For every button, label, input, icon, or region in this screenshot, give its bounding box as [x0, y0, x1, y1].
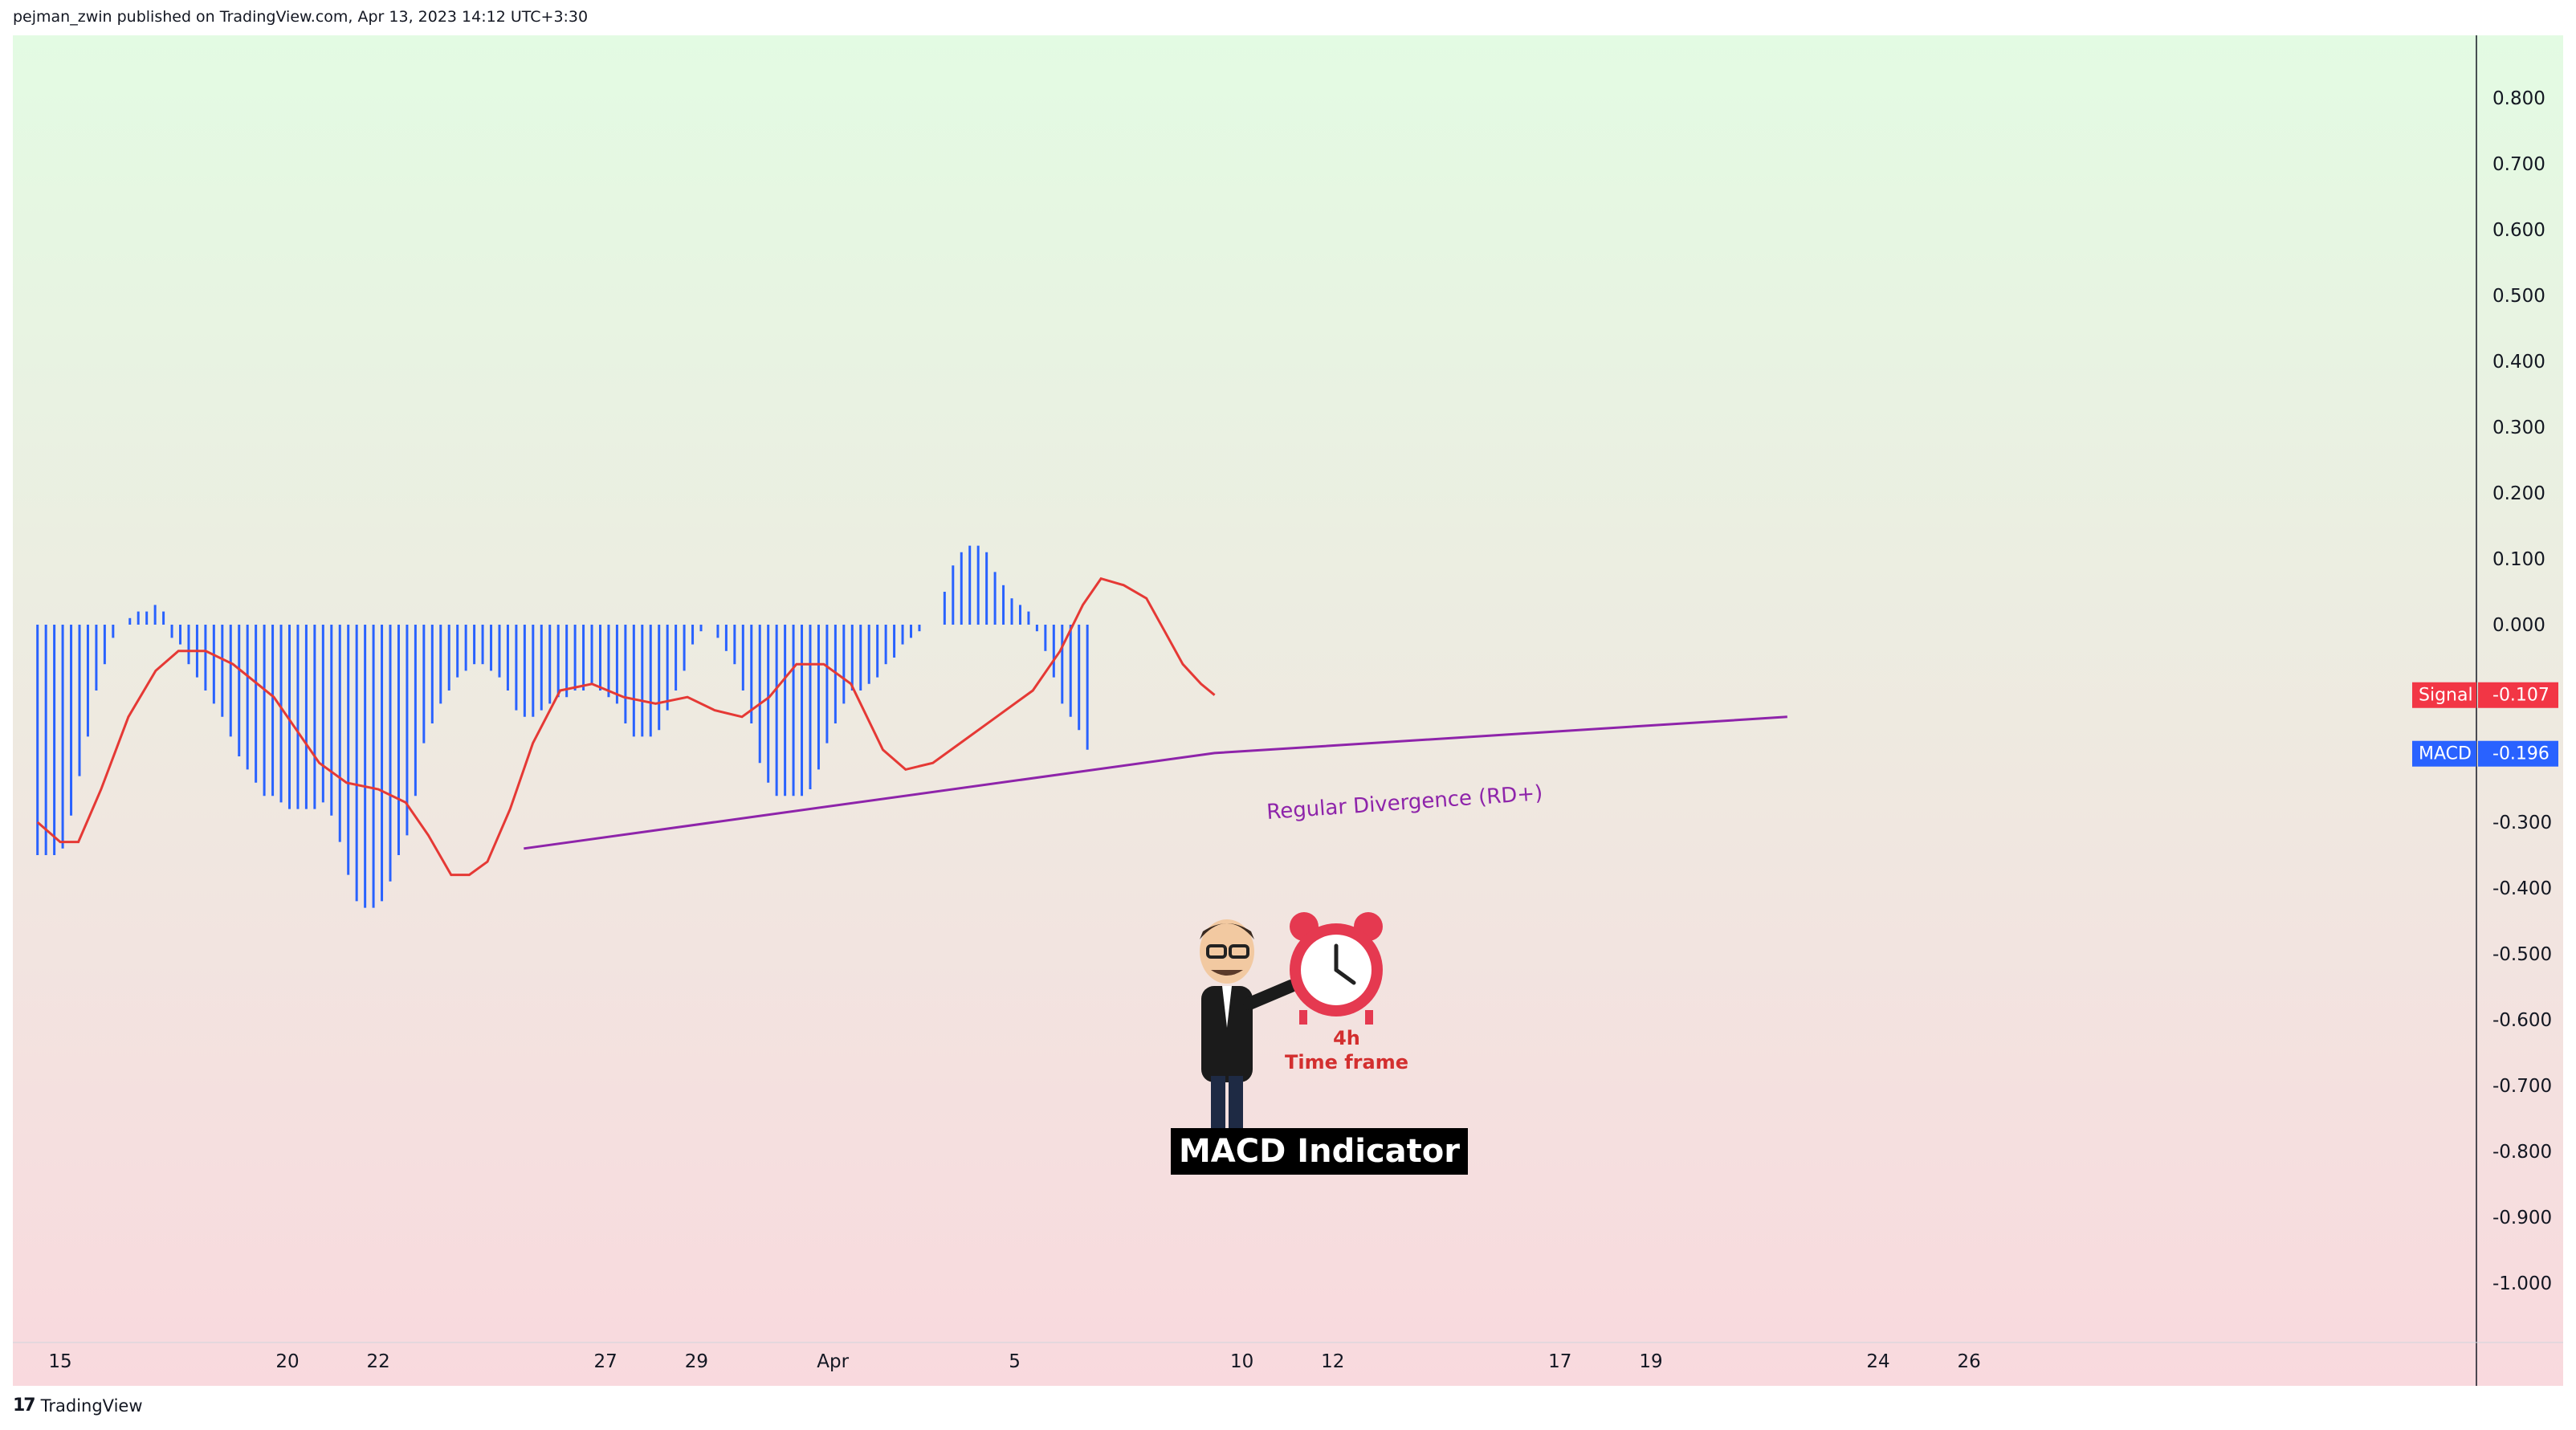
y-tick-label: 0.100 [2492, 549, 2545, 570]
alarm-clock-icon [1290, 912, 1383, 1025]
x-tick-label: 27 [594, 1351, 618, 1372]
badge-name: MACD [2419, 744, 2472, 764]
value-badges: Signal -0.107 MACD -0.196 [2412, 682, 2558, 767]
x-tick-label: 17 [1548, 1351, 1571, 1372]
y-tick-label: 0.800 [2492, 88, 2545, 109]
y-tick-label: 0.400 [2492, 352, 2545, 373]
y-tick-label: 0.500 [2492, 286, 2545, 307]
x-tick-label: 20 [275, 1351, 299, 1372]
timeframe-caption: 4h Time frame [1285, 1026, 1408, 1074]
y-tick-label: -0.800 [2492, 1142, 2552, 1163]
y-tick-label: -0.600 [2492, 1010, 2552, 1031]
y-tick-label: 0.600 [2492, 220, 2545, 241]
y-tick-label: -1.000 [2492, 1273, 2552, 1294]
badge-name: Signal [2419, 686, 2473, 706]
x-tick-label: 22 [367, 1351, 390, 1372]
badge-name-bg [2412, 682, 2476, 708]
tradingview-footer: 17 TradingView [13, 1395, 143, 1416]
tradingview-brand: TradingView [40, 1395, 143, 1416]
macd-indicator-label: MACD Indicator [1171, 1128, 1468, 1175]
divergence-line-path [524, 715, 1787, 850]
x-tick-label: 10 [1230, 1351, 1253, 1372]
x-tick-label: 15 [48, 1351, 71, 1372]
y-tick-label: -0.500 [2492, 944, 2552, 965]
badge-value-bg [2478, 740, 2558, 767]
y-tick-label: -0.700 [2492, 1076, 2552, 1097]
badge-value-bg [2478, 682, 2558, 708]
price-axis: 0.800 0.700 0.600 0.500 0.400 0.300 0.200 0.100… [2492, 88, 2552, 1294]
x-tick-label: 19 [1639, 1351, 1662, 1372]
divergence-trendline [524, 715, 1787, 850]
tradingview-logo-icon: 17 [13, 1395, 36, 1416]
x-tick-label: 12 [1321, 1351, 1344, 1372]
y-tick-label: 0.200 [2492, 483, 2545, 504]
y-tick-label: -0.900 [2492, 1208, 2552, 1228]
signal-line [36, 576, 1216, 877]
y-tick-label: 0.000 [2492, 615, 2545, 636]
x-tick-label: Apr [817, 1351, 849, 1372]
y-tick-label: -0.300 [2492, 813, 2552, 833]
timeframe-value: 4h [1333, 1027, 1360, 1049]
cartoon-figure [1200, 919, 1298, 1142]
x-tick-label: 26 [1958, 1351, 1981, 1372]
badge-name-bg [2412, 740, 2476, 767]
publisher-header: pejman_zwin published on TradingView.com… [13, 8, 589, 26]
time-axis: 15 20 22 27 29 Apr 5 10 12 17 19 24 26 [48, 1351, 1980, 1372]
y-tick-label: 0.300 [2492, 418, 2545, 438]
macd-histogram [36, 545, 1089, 908]
badge-value: -0.196 [2492, 744, 2550, 764]
signal-line-path [36, 576, 1216, 877]
y-tick-label: 0.700 [2492, 154, 2545, 175]
badge-value: -0.107 [2492, 686, 2550, 706]
x-tick-label: 29 [685, 1351, 708, 1372]
y-tick-label: -0.400 [2492, 878, 2552, 899]
plot-background [13, 35, 2563, 1386]
x-tick-label: 5 [1009, 1351, 1021, 1372]
x-tick-label: 24 [1866, 1351, 1889, 1372]
timeframe-label: Time frame [1285, 1051, 1408, 1074]
